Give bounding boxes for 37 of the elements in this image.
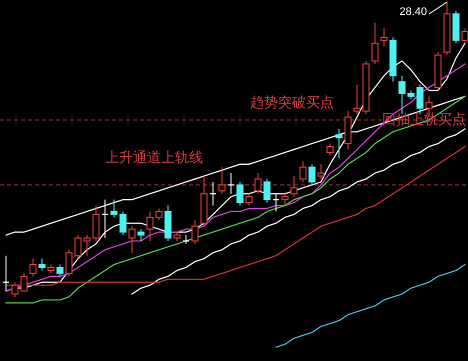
candlestick: [372, 22, 378, 64]
candlestick: [38, 258, 46, 271]
candlestick: [308, 164, 316, 186]
candlestick: [254, 172, 262, 194]
candlestick: [74, 234, 82, 260]
candlestick: [209, 181, 217, 206]
candlestick: [264, 178, 270, 204]
candlestick: [20, 272, 28, 292]
candlestick: [290, 176, 298, 198]
candlestick: [354, 84, 360, 115]
annotation: 趋势突破买点: [250, 94, 334, 110]
candlestick: [128, 226, 136, 254]
candlestick: [156, 208, 162, 221]
candlestick: [300, 160, 306, 182]
candlestick: [318, 164, 324, 180]
candlestick: [92, 205, 100, 242]
candlestick: [66, 249, 72, 277]
annotation: 上升通道上轨线: [105, 149, 203, 165]
candlestick: [336, 128, 342, 159]
candlestick: [192, 220, 198, 244]
candlestick: [120, 210, 126, 236]
candlestick: [2, 255, 10, 292]
candlestick: [138, 228, 144, 242]
candlestick: [30, 258, 36, 277]
candlestick: [282, 193, 288, 206]
candlestick: [12, 282, 18, 298]
candlestick: [110, 199, 118, 218]
candlestick: [326, 143, 334, 156]
candlestick: [146, 210, 154, 242]
annotation: 28.40: [399, 6, 427, 18]
candlestick: [218, 166, 226, 194]
candlestick: [236, 181, 244, 206]
candlestick: [462, 28, 468, 44]
candlestick: [56, 264, 64, 277]
candlestick: [380, 28, 388, 47]
candlestick: [84, 234, 90, 256]
candlestick: [246, 193, 252, 206]
